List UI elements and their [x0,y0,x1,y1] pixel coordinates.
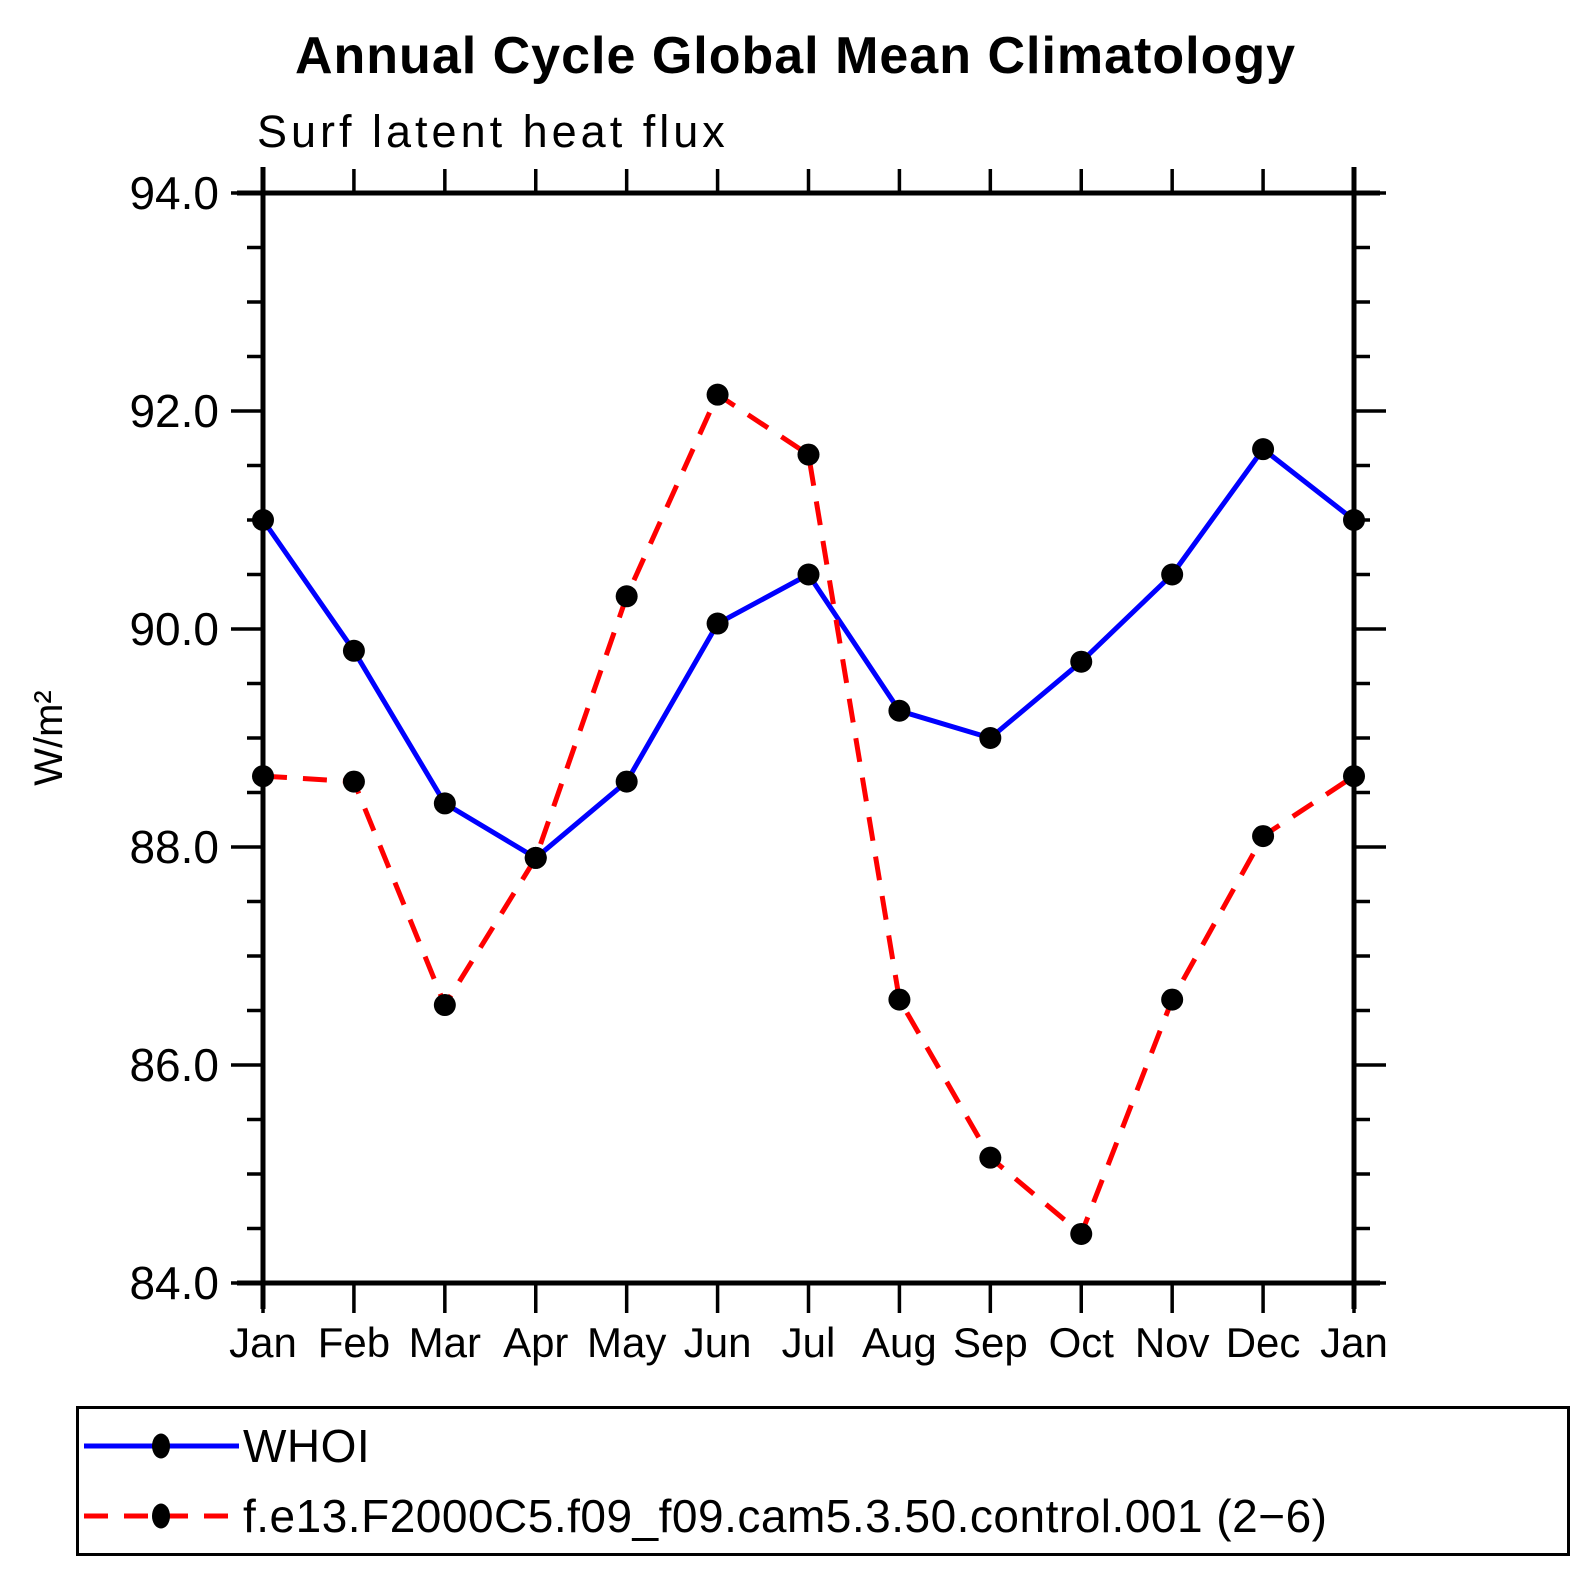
series-model [252,383,1365,1245]
data-point-marker [888,699,911,722]
legend-sample-marker [152,1503,170,1529]
x-tick-label: Jun [684,1319,752,1366]
legend-item-whoi: WHOI [81,1414,1567,1478]
series-whoi [252,438,1365,869]
legend-line-sample-model [84,1503,239,1529]
x-tick-label: Mar [409,1319,481,1366]
x-tick-label: Feb [318,1319,390,1366]
y-tick-label: 94.0 [129,167,219,219]
axis-ticks [231,169,1386,1313]
data-point-marker [433,792,456,815]
x-tick-labels: Jan Feb Mar Apr May Jun Jul Aug Sep Oct Nov Dec Jan [229,1319,1388,1366]
y-tick-label: 86.0 [129,1039,219,1091]
y-tick-labels: 84.0 86.0 88.0 90.0 92.0 94.0 [129,167,219,1309]
data-point-marker [888,988,911,1011]
series-line [262,392,1356,1237]
data-point-marker [706,612,729,635]
x-tick-label: May [587,1319,666,1366]
data-point-marker [1252,438,1275,461]
chart-title: Annual Cycle Global Mean Climatology [294,27,1297,85]
legend-sample-marker [152,1433,170,1459]
legend-item-model: f.e13.F2000C5.f09_f09.cam5.3.50.control.… [81,1484,1567,1548]
data-point-marker [979,1146,1002,1169]
legend-line-sample-whoi [84,1433,239,1459]
legend-label-model: f.e13.F2000C5.f09_f09.cam5.3.50.control.… [243,1490,1328,1542]
data-point-marker [615,770,638,793]
x-tick-label: Jul [782,1319,836,1366]
legend-box: WHOI f.e13.F2000C5.f09_f09.cam5.3.50.con… [76,1406,1570,1556]
series-line [260,446,1356,861]
data-point-marker [1252,825,1275,848]
data-point-marker [342,639,365,662]
x-tick-label: Aug [862,1319,937,1366]
legend-label-whoi: WHOI [243,1420,371,1472]
y-tick-label: 90.0 [129,603,219,655]
x-tick-label: Jan [229,1319,297,1366]
x-tick-label: Apr [503,1319,568,1366]
y-tick-label: 84.0 [129,1257,219,1309]
x-tick-label: Sep [953,1319,1028,1366]
data-point-marker [1343,509,1365,531]
chart-subtitle: Surf latent heat flux [257,106,729,157]
data-point-marker [615,585,638,608]
data-point-marker [797,563,820,586]
x-tick-label: Oct [1049,1319,1115,1366]
y-axis-label: W/m² [27,690,71,786]
data-point-marker [524,846,547,869]
data-point-marker [1070,650,1093,673]
data-point-marker [433,994,456,1017]
data-point-marker [1343,765,1365,788]
data-point-marker [1070,1222,1093,1245]
data-point-marker [797,443,820,466]
y-tick-label: 88.0 [129,821,219,873]
data-point-marker [706,383,729,406]
data-point-marker [979,727,1002,749]
y-tick-label: 92.0 [129,385,219,437]
x-tick-label: Nov [1135,1319,1210,1366]
x-tick-label: Dec [1226,1319,1301,1366]
data-point-marker [342,770,365,793]
data-point-marker [252,509,274,531]
data-point-marker [252,765,274,788]
data-point-marker [1161,563,1184,586]
x-tick-label: Jan [1320,1319,1388,1366]
data-point-marker [1161,988,1184,1011]
